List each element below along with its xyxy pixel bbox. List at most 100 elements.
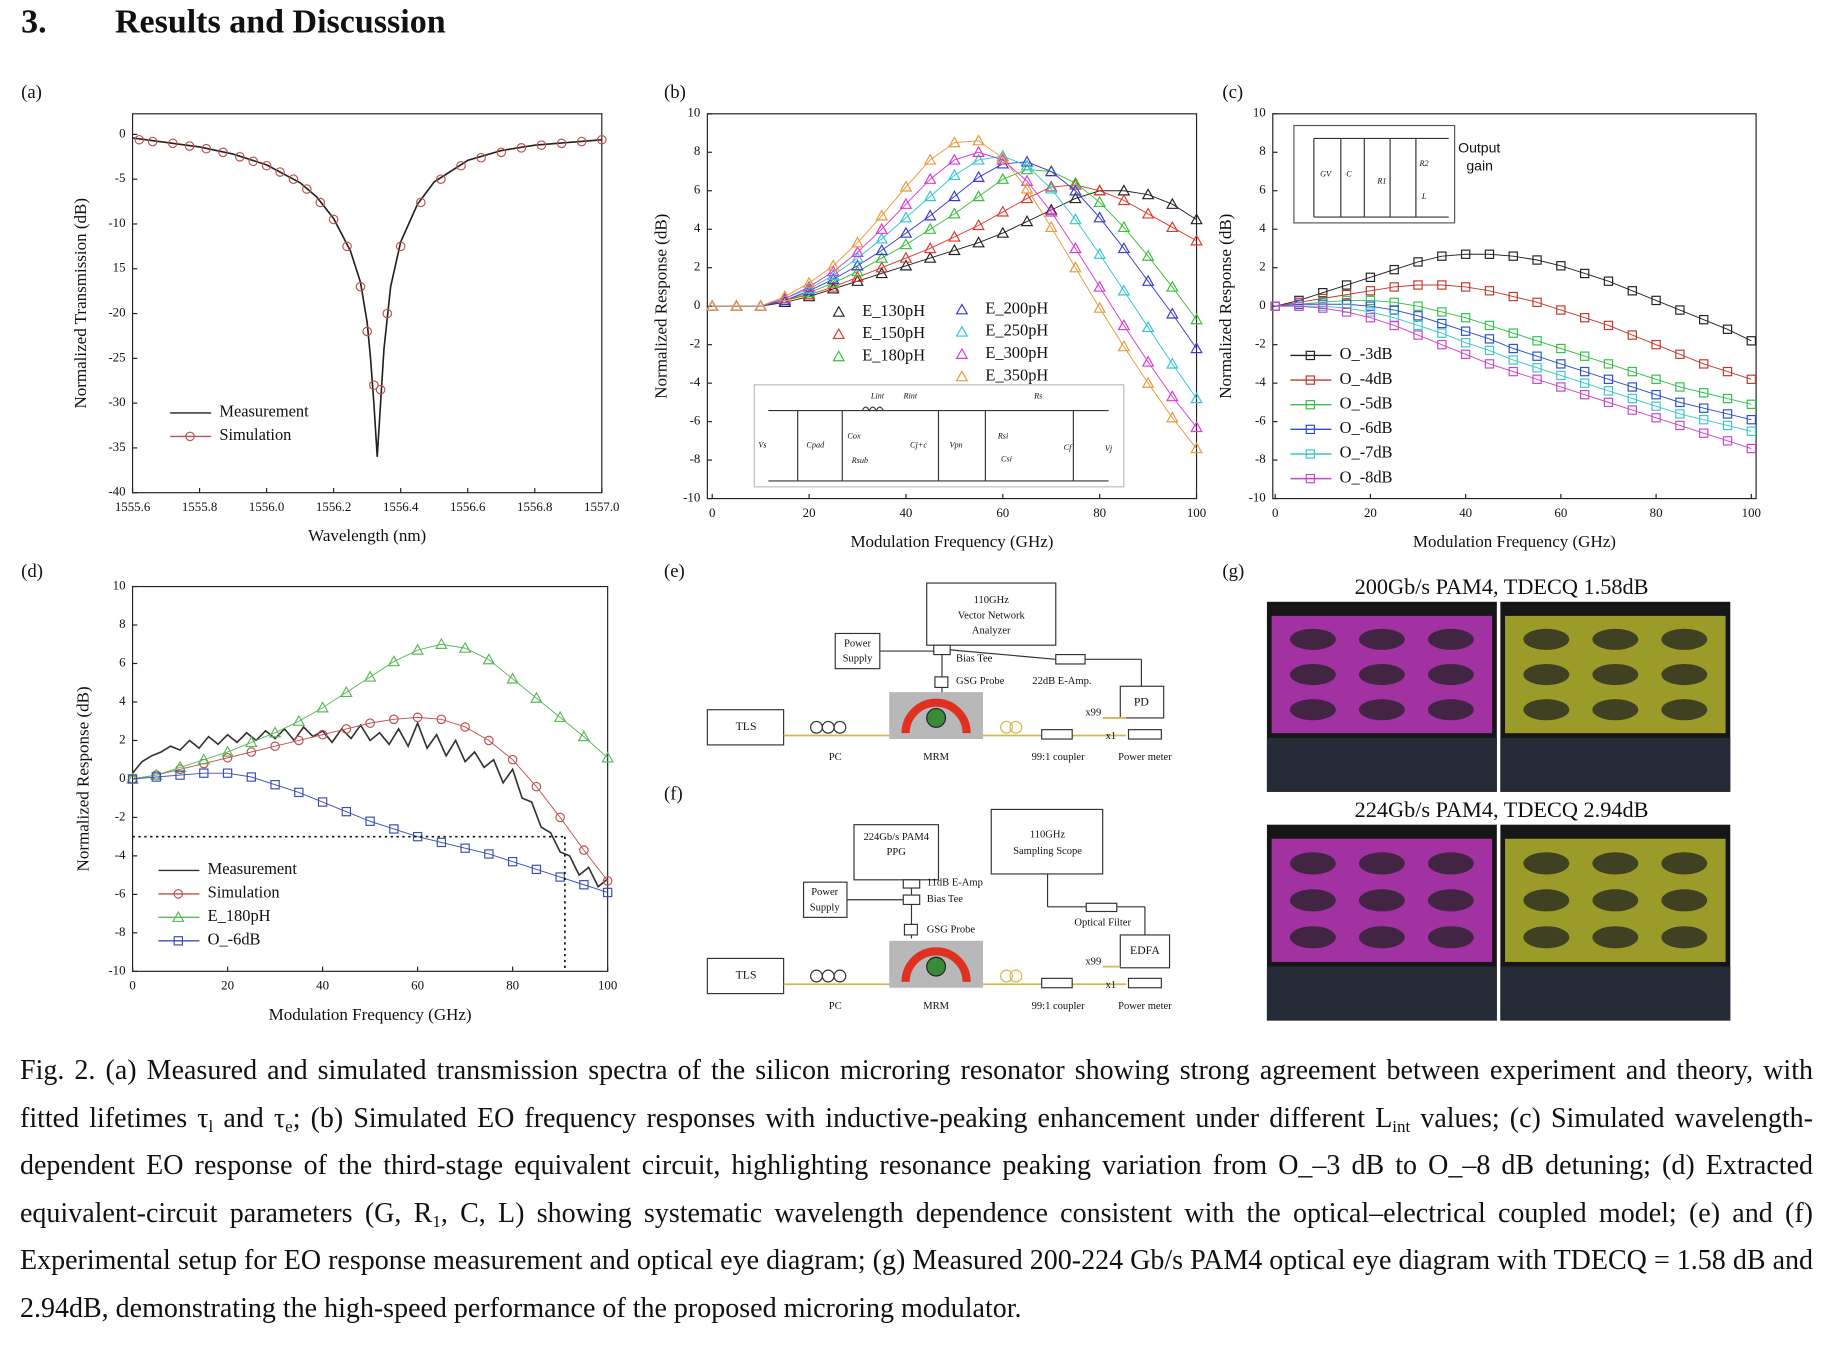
label: 99:1 coupler [1032,752,1086,763]
marker [1746,414,1757,425]
label: 224Gb/s PAM4 [863,832,929,843]
legend-marker [955,303,969,315]
marker [458,641,472,653]
label: R2 [1419,159,1429,168]
marker [1556,382,1566,392]
marker [1556,370,1566,381]
marker [1651,339,1661,350]
label: Power [811,887,838,898]
marker [996,153,1010,165]
marker [363,670,377,682]
eye-opening [1427,663,1474,686]
marker [1389,282,1399,292]
marker [1484,334,1495,344]
label: GV [1320,170,1332,179]
marker [1508,251,1518,261]
marker [1365,301,1376,311]
label: Rs [1033,391,1042,400]
label: Vs [758,441,766,450]
marker [270,741,280,752]
measure-table [1266,737,1497,792]
y-tick-label: -2 [115,809,126,823]
measure-table [1500,737,1731,792]
marker [827,282,840,294]
marker [1341,307,1352,317]
marker [1675,382,1685,392]
marker [1044,182,1058,194]
marker [134,134,145,145]
marker [851,265,864,277]
marker [899,226,913,238]
y-tick-label: -30 [108,395,125,409]
marker [1093,301,1106,313]
eye-opening [1289,889,1336,912]
marker [150,768,163,780]
y-tick-label: 4 [1259,221,1266,235]
x-tick-label: 20 [1364,506,1377,520]
marker [1722,324,1733,334]
eye-opening [1289,926,1336,949]
x-tick-label: 100 [598,979,617,993]
label: Optical Filter [1074,918,1131,929]
marker [778,293,792,306]
legend-marker [832,305,846,317]
y-tick-label: -20 [108,306,125,320]
legend-marker [1305,375,1316,385]
y-axis-label: Normalized Response (dB) [73,686,92,871]
marker [1020,191,1034,204]
marker [1166,220,1179,232]
label: Cj+c [910,441,927,450]
box [934,676,949,689]
marker [730,299,743,311]
y-tick-label: 4 [694,221,701,235]
marker [553,710,567,723]
marker [1437,251,1447,261]
marker [1020,182,1034,194]
marker [875,267,889,279]
y-tick-label: 2 [1259,260,1265,274]
legend-label: E_300pH [985,343,1048,362]
marker [875,243,889,256]
marker [923,241,937,254]
eye-opening [1661,852,1708,875]
label: x1 [1106,731,1117,742]
marker [1699,428,1709,438]
plot-frame [131,585,609,972]
marker [1722,409,1733,419]
marker [415,197,426,208]
marker [730,299,743,311]
label: (e) [664,561,685,582]
fiber-loop [810,720,823,734]
marker [218,147,228,158]
marker [387,655,401,667]
eye-opening [1427,889,1474,912]
marker [294,787,304,798]
marker [1484,249,1495,259]
marker [802,288,816,300]
y-tick-label: -4 [690,375,701,389]
marker [1746,399,1757,409]
x-tick-label: 1555.8 [182,500,217,514]
legend-marker [832,350,846,362]
marker [851,245,864,258]
legend-marker [955,325,969,337]
marker [1190,342,1203,354]
legend-label: Measurement [219,402,309,421]
marker [1651,374,1661,384]
eye-opening [1592,663,1639,686]
label: (c) [1222,82,1243,103]
legend-label: O_-6dB [1340,418,1393,437]
marker [382,308,393,319]
marker [875,232,889,244]
label: PD [1134,695,1149,708]
marker [730,299,743,311]
marker [1508,328,1518,338]
y-tick-label: 10 [1253,106,1266,120]
marker [851,274,864,286]
legend-marker [955,370,969,382]
marker [730,299,743,311]
series-line [1275,284,1752,380]
marker [222,752,233,763]
label: Bias Tee [927,894,964,905]
marker [1532,336,1542,346]
